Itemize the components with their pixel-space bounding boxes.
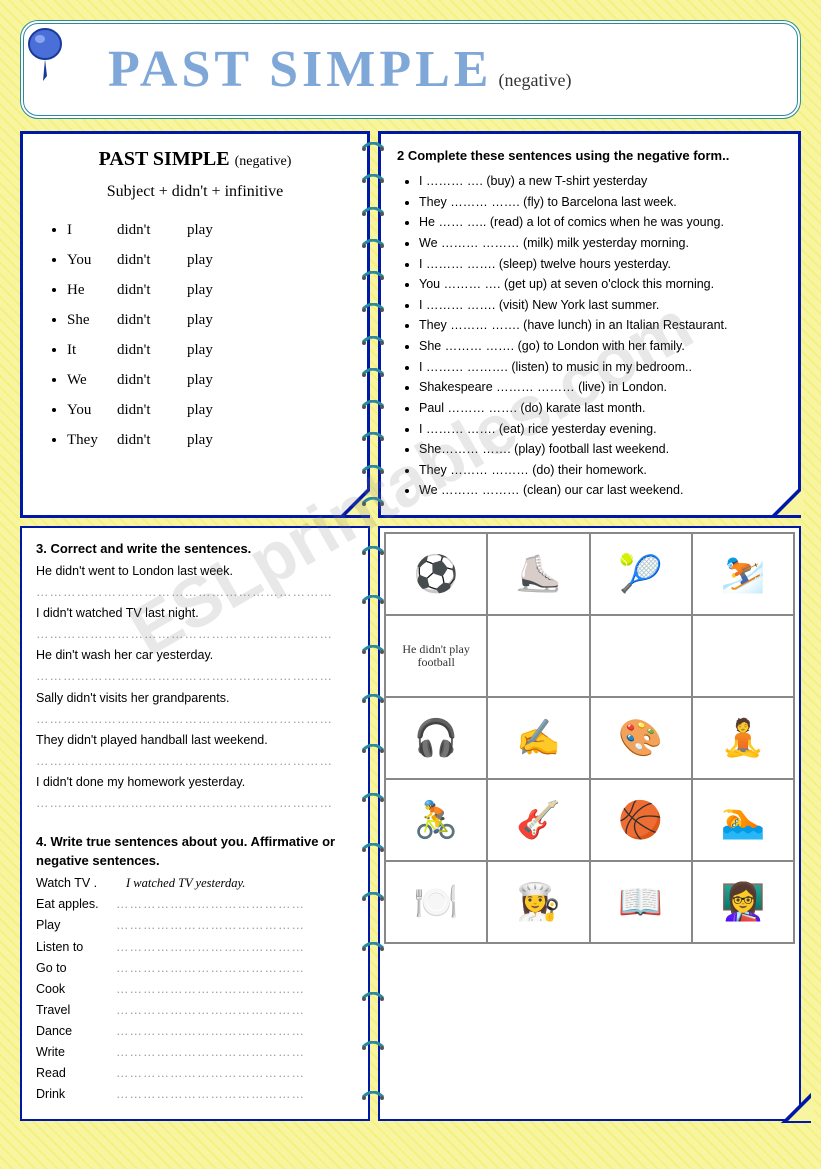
ex4-title: 4. Write true sentences about you. Affir… <box>36 834 335 868</box>
pic-cell-swim: 🏊 <box>692 779 794 861</box>
title-box: PAST SIMPLE (negative) <box>20 20 801 119</box>
pic-cell-basket: 🏀 <box>590 779 692 861</box>
pic-cell-blank <box>487 615 589 697</box>
ex2-list: I ……… …. (buy) a new T-shirt yesterdayTh… <box>397 171 782 501</box>
picture-grid-card: ⚽⛸️🎾⛷️ He didn't play football🎧✍️🎨🧘 🚴🎸🏀🏊 🍽️… <box>378 526 801 1121</box>
grammar-heading: PAST SIMPLE (negative) <box>39 148 351 171</box>
ex3-list: He didn't went to London last week.……………… <box>36 562 354 813</box>
pic-cell-ski: ⛷️ <box>692 533 794 615</box>
pic-cell-music: 🎧 <box>385 697 487 779</box>
pic-cell-cook: 👩‍🍳 <box>487 861 589 943</box>
pic-cell-yoga: 🧘 <box>692 697 794 779</box>
corner-fold <box>781 1093 811 1123</box>
pic-cell-tennis: 🎾 <box>590 533 692 615</box>
pic-cell-blank <box>590 615 692 697</box>
pic-cell-blank <box>692 615 794 697</box>
pic-cell-guitar: 🎸 <box>487 779 589 861</box>
pic-cell-read: 📖 <box>590 861 692 943</box>
ex4-list: Watch TV .I watched TV yesterday.Eat app… <box>36 874 354 1103</box>
page-subtitle: (negative) <box>499 70 572 91</box>
pic-cell-soccer: ⚽ <box>385 533 487 615</box>
pic-cell-teach: 👩‍🏫 <box>692 861 794 943</box>
exercise-2-card: 2 Complete these sentences using the neg… <box>378 131 801 518</box>
pic-cell-paint: 🎨 <box>590 697 692 779</box>
corner-fold <box>339 487 369 517</box>
pushpin-icon <box>20 26 70 86</box>
corner-fold <box>770 487 800 517</box>
conjugation-list: Ididn'tplayYoudidn'tplayHedidn'tplayShed… <box>39 215 351 455</box>
picture-grid: ⚽⛸️🎾⛷️ He didn't play football🎧✍️🎨🧘 🚴🎸🏀🏊 🍽️… <box>384 532 795 944</box>
pic-cell-eat: 🍽️ <box>385 861 487 943</box>
grammar-card: PAST SIMPLE (negative) Subject + didn't … <box>20 131 370 518</box>
pic-cell-example: He didn't play football <box>385 615 487 697</box>
ex2-title: 2 Complete these sentences using the neg… <box>397 148 782 163</box>
pic-cell-bike: 🚴 <box>385 779 487 861</box>
ex3-title: 3. Correct and write the sentences. <box>36 541 251 556</box>
exercise-3-4-card: 3. Correct and write the sentences. He d… <box>20 526 370 1121</box>
pic-cell-skate: ⛸️ <box>487 533 589 615</box>
page-title: PAST SIMPLE <box>108 40 493 99</box>
pic-cell-write: ✍️ <box>487 697 589 779</box>
formula: Subject + didn't + infinitive <box>39 183 351 201</box>
